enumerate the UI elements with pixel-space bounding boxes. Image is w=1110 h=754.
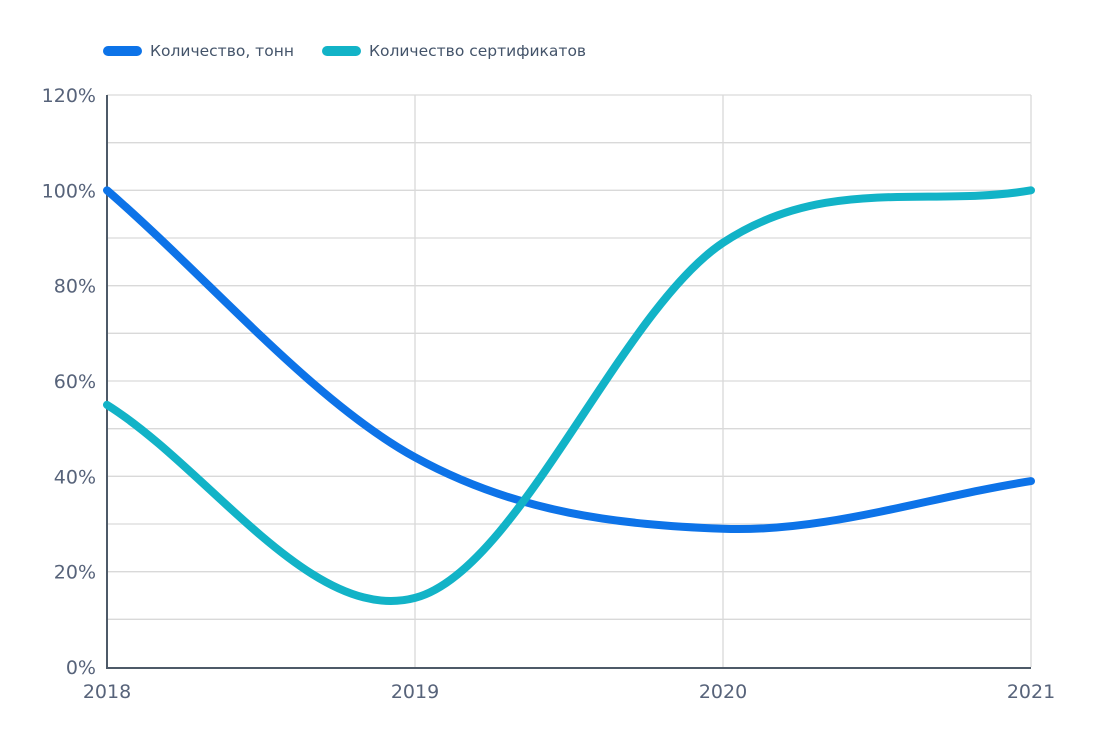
legend-swatch-blue-icon	[103, 46, 142, 56]
legend-item-tons[interactable]: Количество, тонн	[103, 42, 294, 60]
y-tick-label: 80%	[54, 276, 96, 298]
legend-swatch-teal-icon	[321, 46, 361, 56]
y-tick-label: 60%	[54, 371, 96, 393]
legend-item-certificates[interactable]: Количество сертификатов	[321, 42, 587, 60]
x-tick-label: 2018	[83, 681, 131, 703]
y-tick-label: 40%	[54, 466, 96, 488]
x-tick-label: 2020	[699, 681, 747, 703]
series-line-1	[103, 186, 1035, 605]
x-tick-label: 2019	[391, 681, 439, 703]
chart-legend: Количество, тонн Количество сертификатов	[103, 42, 586, 60]
legend-label-tons: Количество, тонн	[150, 42, 294, 60]
y-tick-label: 120%	[42, 85, 96, 107]
x-tick-label: 2021	[1007, 681, 1055, 703]
series-line-0	[103, 186, 1035, 534]
y-tick-label: 0%	[66, 657, 96, 679]
y-tick-label: 100%	[42, 180, 96, 202]
legend-label-certificates: Количество сертификатов	[368, 42, 587, 60]
y-tick-label: 20%	[54, 562, 96, 584]
